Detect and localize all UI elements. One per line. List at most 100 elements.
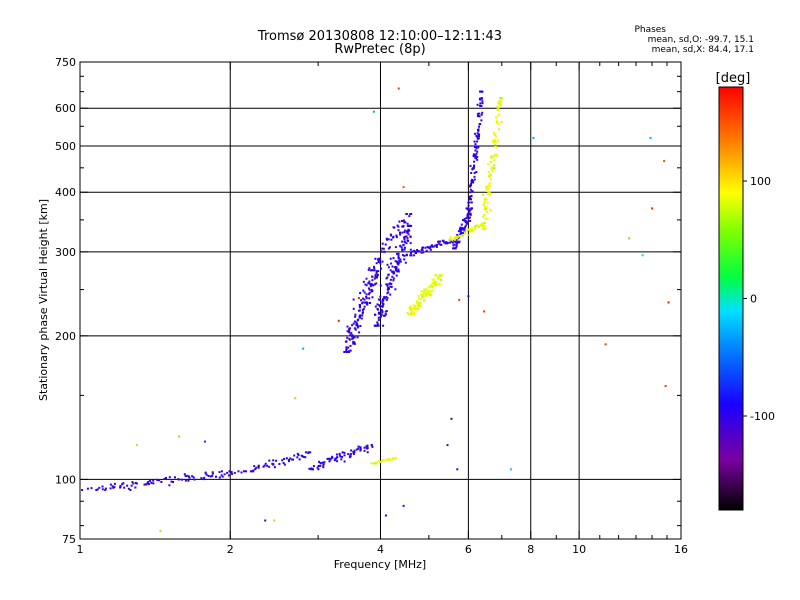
x-mode-point — [498, 114, 501, 117]
o-mode-point — [409, 254, 412, 257]
x-mode-point — [496, 109, 499, 111]
o-mode-point — [202, 478, 205, 481]
o-mode-point — [377, 259, 380, 261]
x-mode-point — [414, 307, 417, 309]
o-mode-point — [413, 249, 416, 252]
o-mode-point — [481, 102, 484, 105]
x-mode-point — [419, 302, 422, 305]
x-mode-point — [484, 217, 487, 220]
o-mode-point — [401, 240, 404, 243]
o-mode-point — [322, 464, 325, 467]
o-mode-point — [301, 455, 304, 458]
o-mode-point — [359, 449, 362, 452]
o-mode-point — [386, 284, 389, 287]
o-mode-point — [410, 254, 413, 257]
o-mode-point — [348, 331, 351, 334]
o-mode-point — [385, 298, 388, 301]
x-mode-point — [495, 116, 498, 119]
o-mode-point — [237, 470, 240, 473]
y-tick-label: 300 — [55, 246, 76, 259]
x-mode-point — [495, 146, 498, 149]
o-mode-point — [111, 485, 114, 488]
scatter-point — [273, 519, 276, 522]
x-mode-point — [393, 458, 396, 460]
o-mode-point — [170, 480, 173, 483]
o-mode-point — [357, 447, 360, 450]
o-mode-point — [379, 262, 382, 265]
scatter-point — [384, 514, 387, 517]
x-mode-point — [493, 154, 496, 156]
o-mode-point — [336, 456, 339, 459]
x-mode-point — [414, 309, 417, 312]
o-mode-point — [354, 315, 357, 318]
x-mode-point — [492, 132, 495, 135]
o-mode-point — [420, 251, 423, 254]
o-mode-point — [378, 316, 381, 319]
x-mode-point — [440, 278, 443, 281]
o-mode-point — [126, 484, 129, 487]
o-mode-point — [465, 220, 468, 223]
x-mode-point — [487, 171, 490, 173]
o-mode-point — [456, 242, 459, 245]
x-mode-point — [491, 166, 494, 169]
o-mode-point — [479, 102, 482, 105]
o-mode-point — [403, 238, 406, 240]
x-mode-point — [474, 228, 477, 231]
o-mode-point — [380, 305, 382, 308]
o-mode-point — [392, 279, 395, 282]
o-mode-point — [382, 324, 385, 327]
x-mode-point — [413, 311, 415, 314]
o-mode-point — [403, 231, 406, 234]
o-mode-point — [473, 175, 476, 178]
x-mode-point — [492, 167, 495, 170]
o-mode-point — [158, 479, 161, 482]
scatter-point — [641, 254, 644, 257]
o-mode-point — [361, 314, 364, 317]
o-mode-point — [240, 471, 243, 474]
x-mode-point — [492, 155, 495, 158]
x-mode-point — [481, 225, 484, 227]
x-mode-point — [490, 160, 493, 163]
o-mode-point — [353, 327, 356, 330]
o-mode-point — [409, 242, 412, 245]
x-mode-point — [501, 97, 504, 100]
o-mode-point — [476, 140, 479, 143]
colorbar — [718, 86, 744, 511]
x-mode-point — [468, 229, 471, 231]
o-mode-point — [134, 482, 137, 484]
o-mode-point — [395, 266, 398, 269]
o-mode-point — [365, 297, 368, 300]
x-mode-point — [435, 282, 437, 285]
o-mode-point — [394, 246, 397, 249]
o-mode-point — [359, 446, 362, 449]
o-mode-point — [357, 318, 360, 321]
scatter-point — [178, 435, 181, 438]
o-mode-point — [464, 226, 466, 229]
x-mode-point — [465, 229, 468, 232]
o-mode-point — [346, 336, 349, 339]
o-mode-point — [470, 195, 473, 197]
o-mode-point — [403, 229, 406, 232]
o-mode-point — [360, 317, 363, 320]
o-mode-point — [352, 453, 355, 455]
x-mode-point — [439, 274, 442, 277]
o-mode-point — [390, 285, 393, 288]
o-mode-point — [302, 455, 305, 458]
o-mode-point — [192, 476, 195, 479]
o-mode-point — [362, 280, 365, 283]
o-mode-point — [379, 295, 382, 298]
scatter-point — [649, 136, 652, 139]
x-mode-point — [495, 140, 498, 143]
x-mode-point — [494, 145, 497, 148]
o-mode-point — [127, 487, 130, 490]
o-mode-point — [345, 346, 348, 349]
o-mode-point — [187, 479, 190, 482]
o-mode-point — [272, 459, 275, 462]
o-mode-point — [352, 322, 355, 325]
o-mode-point — [193, 478, 196, 481]
o-mode-point — [416, 249, 419, 251]
x-mode-point — [491, 169, 494, 172]
o-mode-point — [473, 178, 476, 181]
o-mode-point — [177, 478, 180, 481]
x-mode-point — [497, 107, 500, 110]
